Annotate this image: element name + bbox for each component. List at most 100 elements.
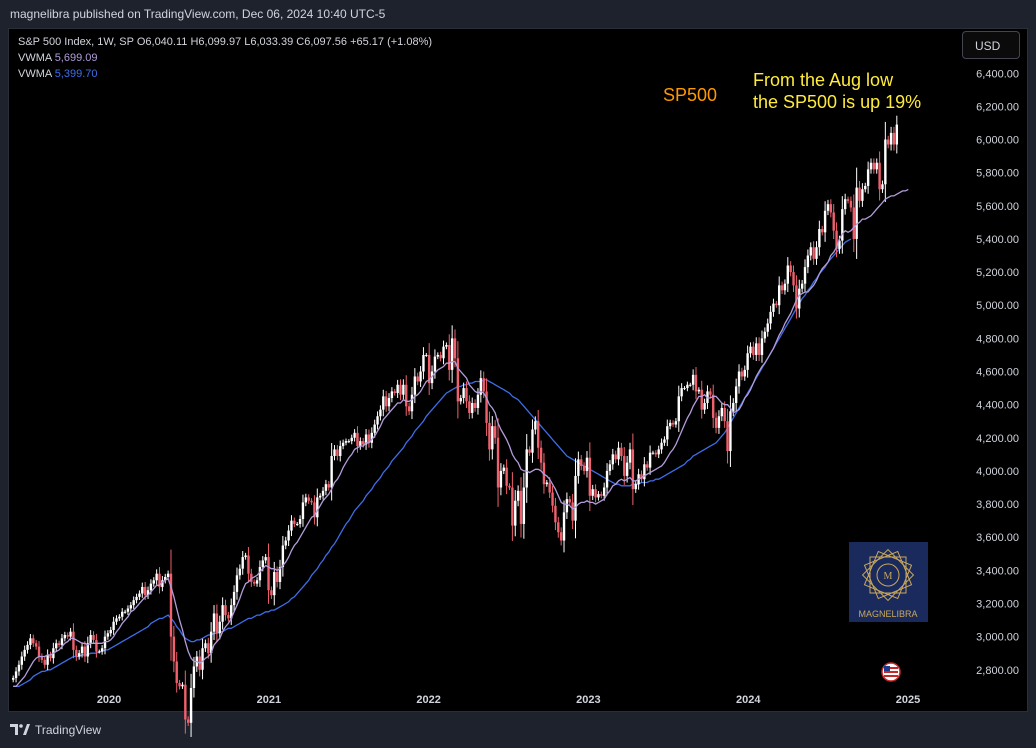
- candle-body: [525, 449, 528, 488]
- candle-body: [118, 616, 121, 619]
- candle-body: [189, 688, 193, 723]
- x-tick-label: 2024: [736, 694, 761, 706]
- candle-body: [307, 497, 310, 501]
- candle-body: [427, 354, 431, 384]
- candle-body: [23, 649, 26, 657]
- candle-body: [565, 499, 569, 513]
- candle-body: [660, 442, 663, 450]
- candle-body: [588, 457, 592, 496]
- candle-body: [634, 484, 637, 490]
- candle-body: [829, 204, 833, 213]
- candle-body: [841, 209, 844, 241]
- candle-body: [763, 331, 767, 339]
- candle-body: [433, 356, 437, 372]
- y-tick-label: 6,400.00: [976, 68, 1019, 80]
- candle-body: [875, 162, 878, 170]
- candle-body: [290, 520, 293, 531]
- logo-square-c: [863, 550, 913, 600]
- candle-body: [491, 426, 494, 450]
- candle-body: [86, 643, 89, 657]
- x-tick-label: 2022: [416, 694, 440, 706]
- candle-body: [281, 545, 285, 568]
- candle-body: [628, 449, 632, 463]
- candle-body: [691, 374, 695, 385]
- svg-text:MAGNELIBRA: MAGNELIBRA: [858, 609, 917, 619]
- candle-body: [83, 646, 87, 657]
- candle-body: [766, 323, 769, 332]
- candle-body: [80, 646, 84, 654]
- candle-body: [49, 654, 52, 659]
- candle-body: [40, 656, 44, 660]
- candle-body: [826, 204, 830, 211]
- candle-body: [548, 482, 551, 493]
- candle-body: [419, 371, 422, 382]
- candle-body: [218, 621, 221, 634]
- candle-body: [597, 494, 600, 498]
- candle-body: [164, 576, 167, 581]
- candle-body: [146, 590, 150, 596]
- candle-body: [456, 358, 460, 402]
- candle-body: [43, 659, 46, 665]
- candle-body: [390, 391, 394, 399]
- candle-body: [126, 608, 130, 612]
- candle-body: [531, 429, 534, 453]
- candle-body: [362, 441, 365, 445]
- candle-body: [580, 459, 583, 466]
- candle-body: [571, 502, 574, 521]
- candle-body: [496, 437, 500, 488]
- candle-body: [697, 389, 701, 392]
- candle-body: [123, 611, 127, 613]
- candle-body: [557, 522, 560, 533]
- candle-body: [215, 613, 219, 634]
- y-tick-label: 4,200.00: [976, 433, 1019, 445]
- candle-body: [77, 653, 81, 657]
- us-flag-icon[interactable]: [881, 662, 901, 682]
- candle-body: [668, 422, 672, 427]
- candle-body: [407, 406, 411, 412]
- candle-body: [273, 572, 276, 596]
- candle-body: [585, 457, 589, 471]
- candle-body: [339, 446, 342, 457]
- candle-body: [887, 139, 890, 145]
- candle-body: [709, 391, 712, 395]
- candle-body: [869, 162, 873, 170]
- candle-body: [399, 384, 402, 395]
- candle-body: [384, 396, 388, 407]
- candle-body: [694, 374, 698, 392]
- candle-body: [347, 441, 351, 443]
- candle-body: [278, 567, 282, 582]
- candle-body: [152, 580, 155, 584]
- candle-body: [806, 255, 810, 268]
- note-line-2: the SP500 is up 19%: [753, 92, 921, 112]
- candle-body: [861, 189, 864, 201]
- candle-body: [442, 346, 445, 359]
- currency-button[interactable]: USD: [962, 31, 1020, 59]
- candle-body: [161, 580, 164, 587]
- candle-body: [89, 634, 92, 644]
- candle-body: [109, 630, 112, 634]
- candle-body: [798, 288, 801, 309]
- candle-body: [516, 490, 520, 501]
- candle-body: [333, 449, 336, 457]
- candle-body: [769, 311, 772, 324]
- footer-brand[interactable]: TradingView: [10, 719, 101, 741]
- vwma-fast-line: [13, 188, 909, 687]
- candle-body: [714, 417, 718, 428]
- candle-body: [608, 464, 612, 471]
- candle-body: [473, 402, 477, 408]
- candle-body: [17, 664, 21, 672]
- candle-body: [654, 452, 658, 455]
- candle-body: [720, 407, 724, 417]
- candle-body: [539, 447, 543, 463]
- candle-body: [143, 586, 147, 596]
- candle-body: [436, 354, 439, 357]
- candle-body: [453, 338, 457, 359]
- candle-body: [235, 575, 239, 592]
- vwma-fast-value: 5,699.09: [54, 52, 98, 64]
- candle-body: [602, 487, 606, 496]
- candle-body: [356, 432, 359, 447]
- candle-body: [792, 272, 795, 286]
- candle-body: [683, 388, 686, 390]
- logo-square-b: [861, 548, 915, 602]
